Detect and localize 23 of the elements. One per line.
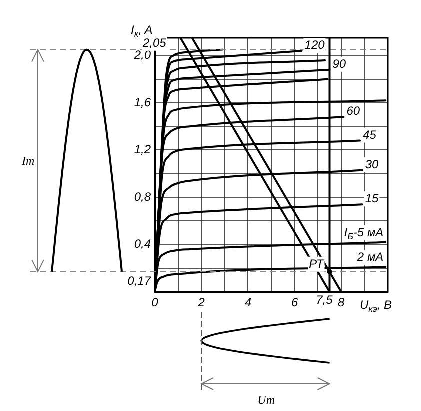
x-tick-label: 0 [152, 296, 159, 310]
ref-line-label: 2,05 [142, 36, 167, 50]
x-tick-label: 6 [291, 296, 298, 310]
series-label: 45 [363, 128, 377, 142]
y-tick-label: 2,0 [133, 48, 152, 62]
series-label: 90 [332, 56, 346, 71]
y-tick-label: 1,2 [134, 142, 152, 157]
ref-line-label: 0,17 [128, 274, 152, 288]
annotation: РТ [309, 256, 326, 271]
y-tick-label: 0,4 [134, 237, 152, 252]
series-label: 15 [365, 192, 380, 206]
text: Im [22, 154, 35, 169]
series-label: 30 [365, 157, 380, 172]
y-tick-label: 1,6 [134, 95, 152, 110]
series-label: 2 мА [356, 250, 384, 264]
x-tick-label: 4 [244, 296, 252, 310]
text: Um [258, 393, 276, 408]
x-tick-label: 8 [338, 296, 346, 310]
ref-line-label: 7,5 [316, 293, 334, 307]
x-tick-label: 2 [197, 296, 206, 310]
y-tick-label: 0,8 [134, 190, 152, 204]
series-label: 120 [304, 38, 326, 52]
series-label: 60 [346, 104, 360, 118]
